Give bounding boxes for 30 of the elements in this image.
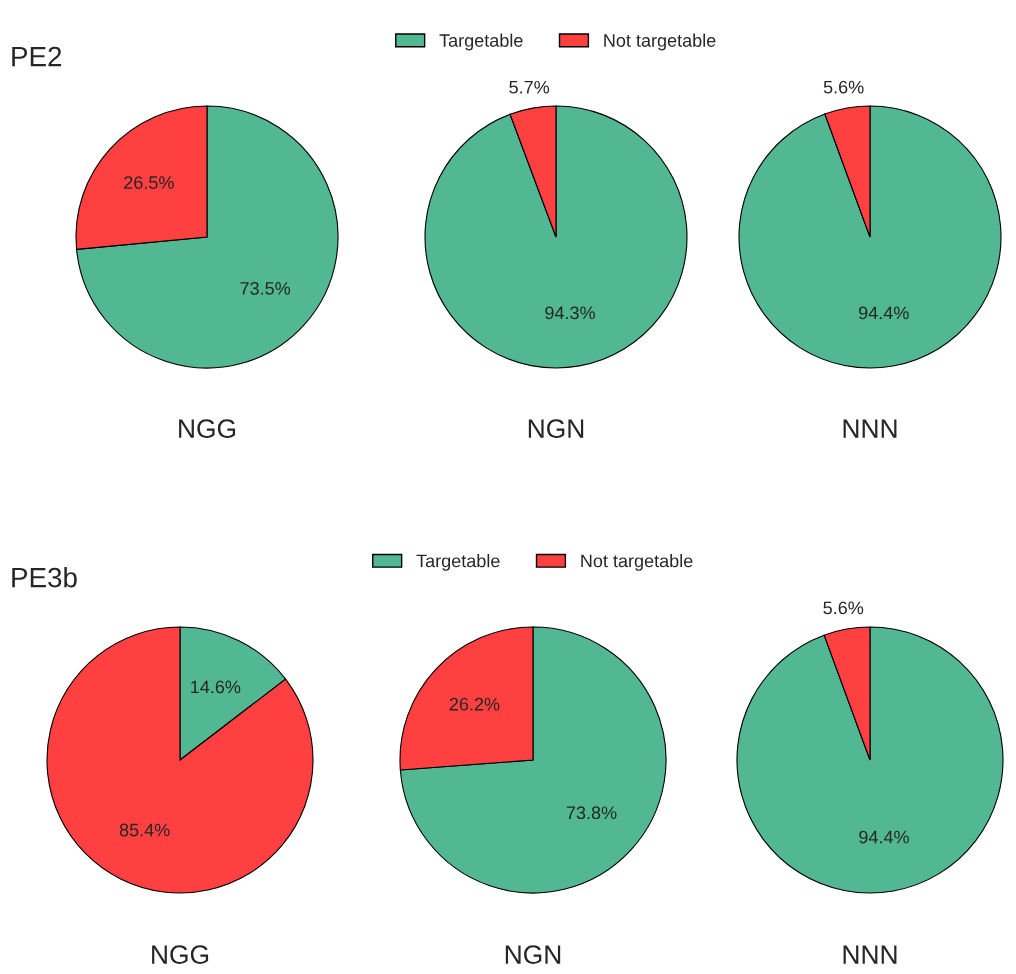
pie-slice (738, 105, 1002, 369)
text: NGG (152, 945, 209, 964)
legend-label: Not targetable (581, 554, 693, 571)
data-label: 94.3% (545, 306, 595, 320)
data-label: 5.6% (823, 601, 864, 615)
pie-slice (46, 626, 314, 894)
data-label: 94.4% (859, 306, 909, 320)
text: NNN (843, 945, 897, 964)
legend-label: Not targetable (604, 33, 716, 51)
data-label: 26.2% (449, 697, 500, 711)
data-label: 73.8% (566, 806, 617, 820)
text: NGG (179, 419, 236, 438)
pie-slice (424, 105, 688, 369)
pie-slice (736, 626, 1004, 894)
pie-slice (399, 626, 667, 894)
text: NNN (843, 419, 897, 438)
chart-title: PE2 (12, 46, 62, 67)
text: NGN (528, 419, 584, 438)
data-label: 26.5% (124, 176, 174, 189)
legend-label: Targetable (416, 554, 500, 571)
data-label: 5.7% (509, 80, 550, 94)
data-label: 94.4% (859, 830, 909, 844)
data-label: 14.6% (191, 680, 241, 694)
pie-slice (76, 105, 339, 369)
data-label: 5.6% (823, 80, 864, 94)
data-label: 85.4% (119, 823, 170, 837)
legend-label: Targetable (439, 33, 523, 51)
text: NGN (505, 945, 561, 964)
chart-title: PE3b (12, 567, 77, 588)
data-label: 73.5% (240, 281, 291, 295)
